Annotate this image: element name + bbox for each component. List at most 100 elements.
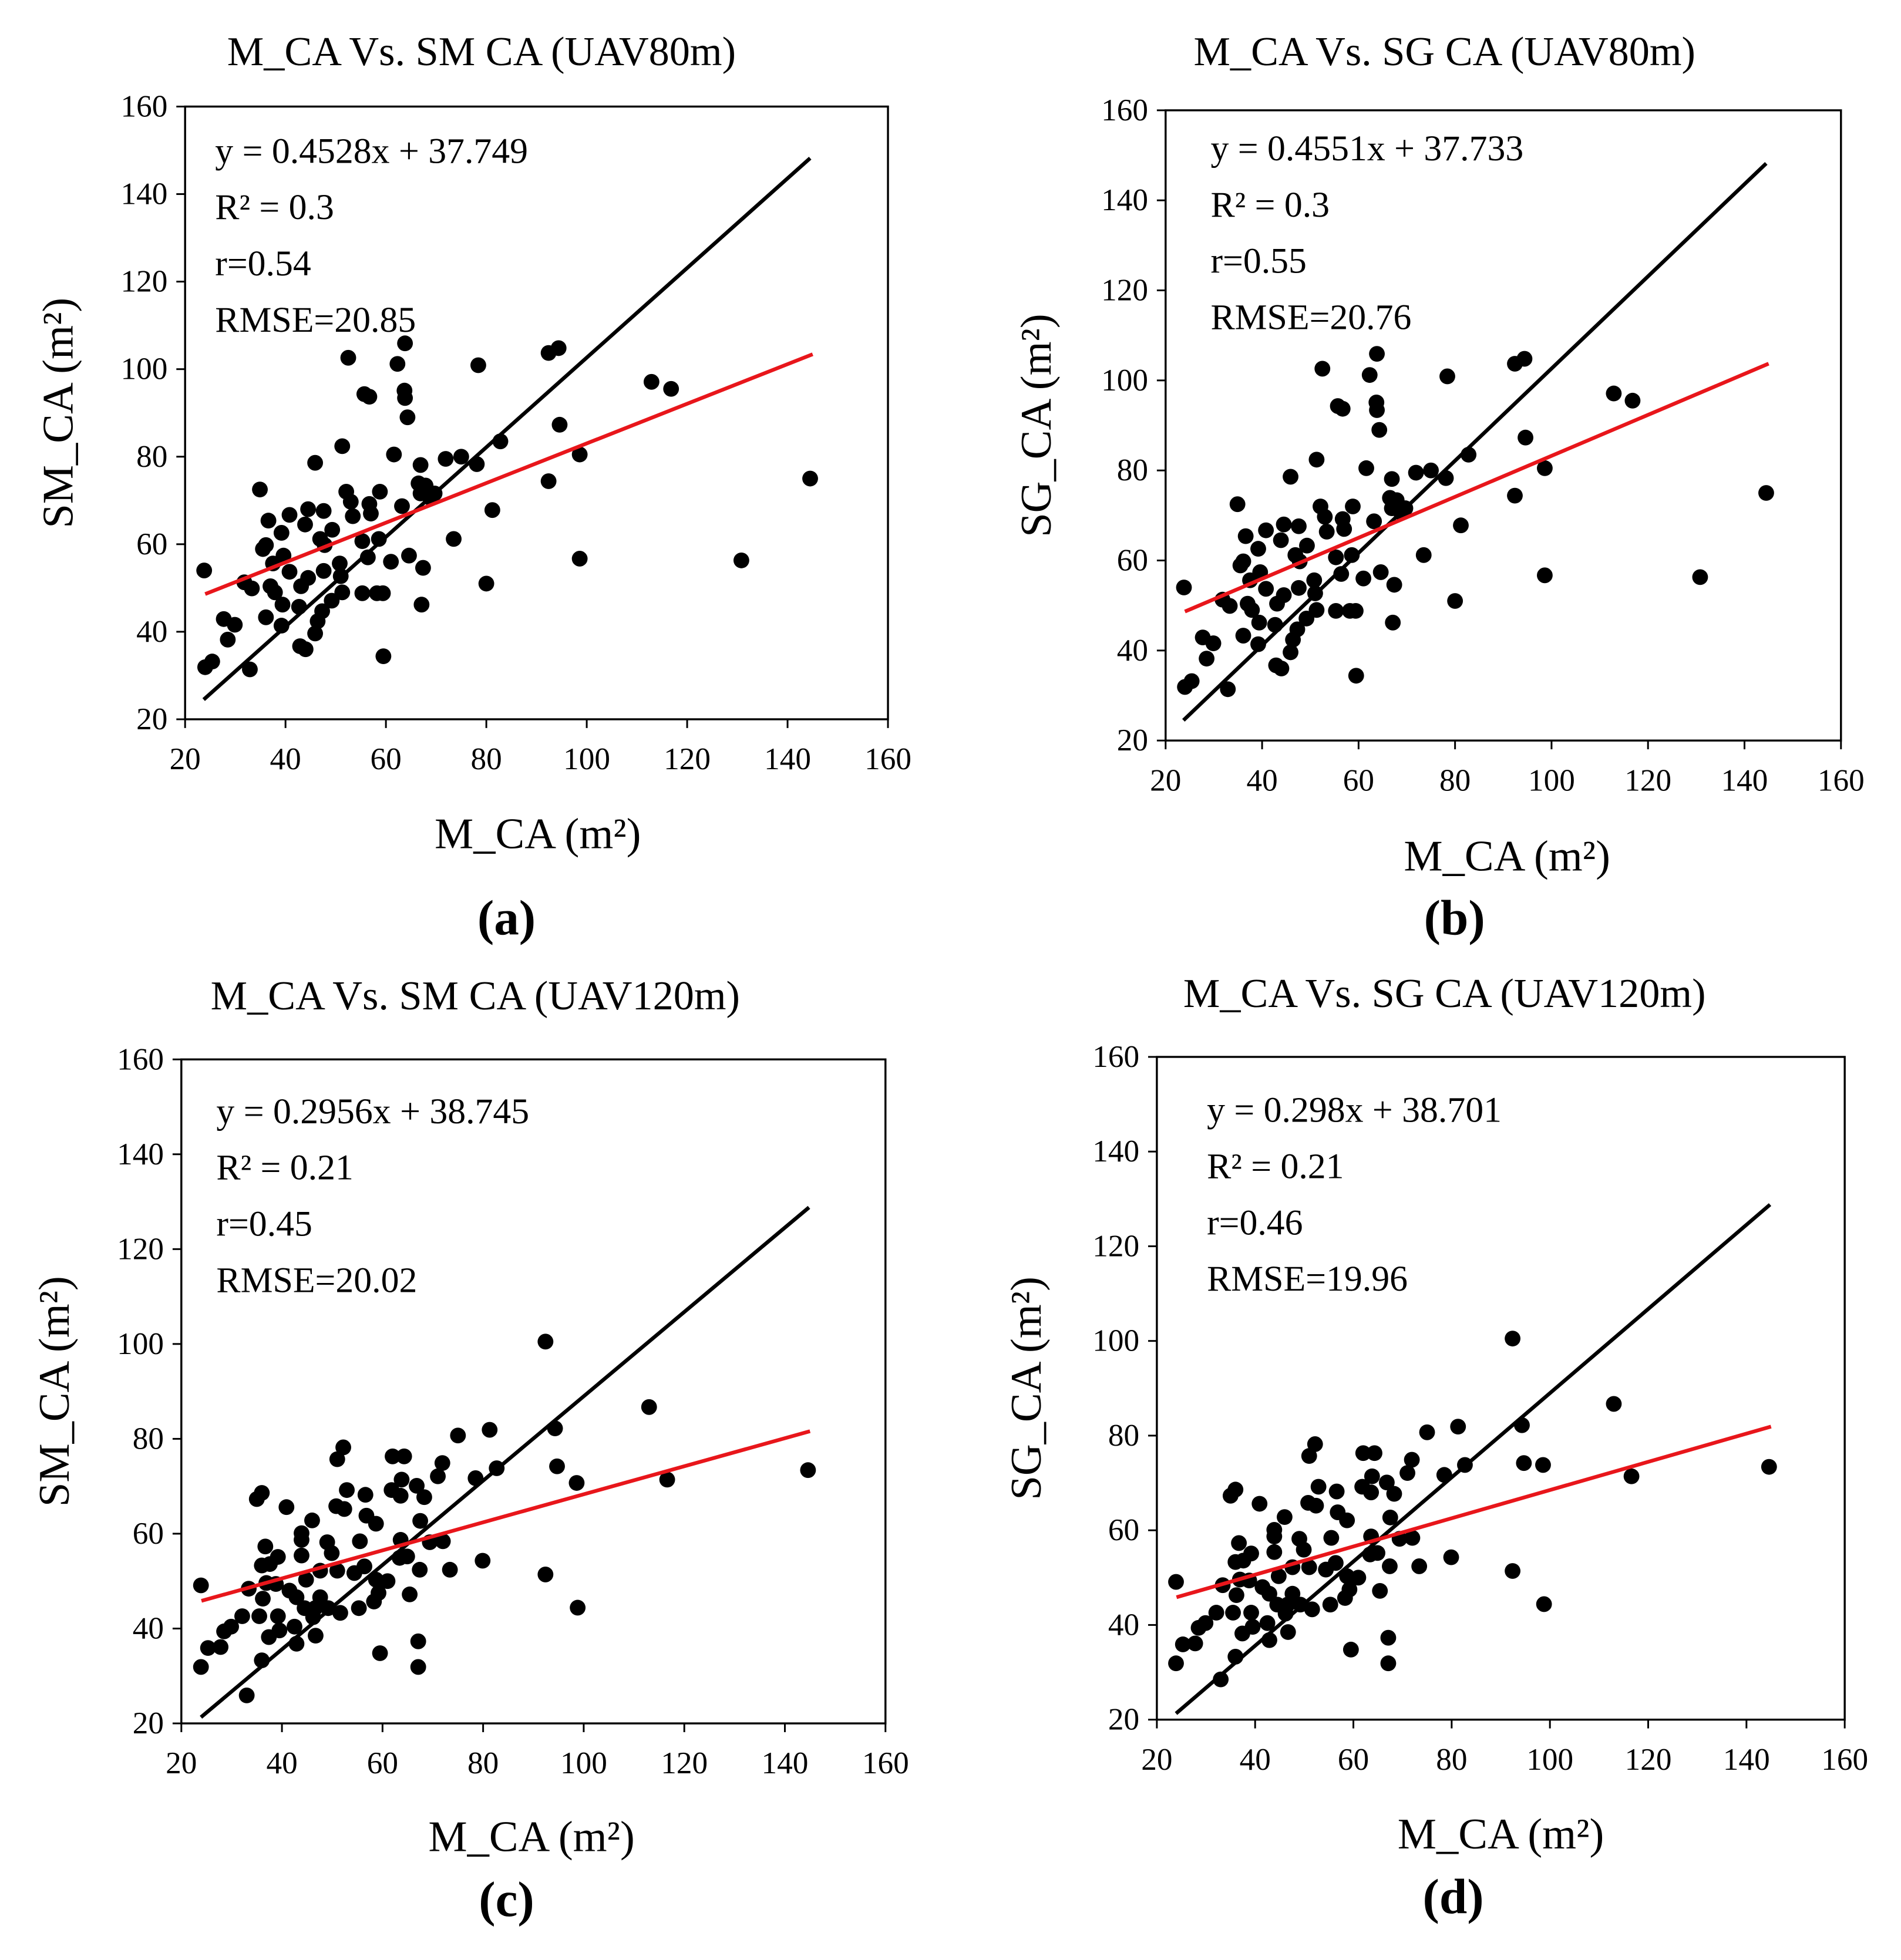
y-tick-label: 80: [1108, 1418, 1139, 1453]
y-axis-label: SM_CA (m²): [31, 1276, 79, 1507]
y-tick-label: 160: [1101, 93, 1148, 127]
data-point: [478, 575, 494, 592]
data-point: [1261, 1585, 1277, 1602]
data-point: [394, 498, 410, 514]
data-point: [1301, 1448, 1317, 1464]
data-point: [641, 1399, 657, 1415]
data-point: [1183, 673, 1200, 689]
y-tick-label: 160: [117, 1042, 164, 1076]
x-tick-label: 120: [664, 742, 711, 776]
data-point: [549, 1458, 565, 1474]
data-point: [1251, 614, 1267, 631]
data-point: [1439, 368, 1455, 385]
data-point: [389, 356, 406, 372]
data-point: [446, 531, 462, 547]
data-point: [1355, 570, 1371, 587]
stats-line: R² = 0.21: [1207, 1147, 1344, 1187]
data-point: [1447, 593, 1463, 609]
y-tick-label: 120: [117, 1231, 164, 1266]
x-tick-label: 100: [1528, 763, 1575, 797]
data-point: [1328, 602, 1344, 619]
data-point: [1323, 1530, 1340, 1546]
x-tick-label: 60: [1338, 1742, 1369, 1777]
data-point: [1220, 681, 1236, 698]
data-point: [412, 1513, 429, 1529]
data-point: [372, 1645, 388, 1661]
stats-line: RMSE=19.96: [1207, 1259, 1408, 1299]
data-point: [315, 503, 332, 519]
data-point: [1318, 524, 1335, 540]
data-point: [314, 603, 330, 619]
data-point: [1384, 471, 1400, 487]
y-tick-label: 120: [1101, 273, 1148, 308]
x-tick-label: 20: [166, 1746, 197, 1780]
data-point: [1404, 1530, 1421, 1546]
x-tick-label: 60: [371, 742, 402, 776]
data-point: [550, 340, 567, 356]
x-tick-label: 80: [467, 1746, 499, 1780]
data-point: [1507, 487, 1523, 504]
data-point: [307, 454, 324, 471]
data-point: [1382, 1509, 1398, 1525]
x-tick-label: 40: [270, 742, 301, 776]
stats-line: R² = 0.3: [215, 187, 334, 227]
data-point: [1606, 385, 1622, 402]
data-point: [402, 1586, 418, 1602]
data-point: [1363, 1484, 1380, 1501]
data-point: [342, 494, 359, 510]
stats-line: R² = 0.3: [1210, 185, 1330, 225]
data-point: [1328, 549, 1344, 565]
stats-line: y = 0.4528x + 37.749: [215, 131, 528, 171]
data-point: [308, 1628, 324, 1644]
data-point: [357, 1487, 374, 1503]
data-point: [1283, 469, 1298, 485]
y-tick-label: 120: [1092, 1228, 1139, 1263]
data-point: [1453, 517, 1469, 534]
data-point: [1308, 1497, 1324, 1514]
data-point: [1231, 1535, 1247, 1551]
data-point: [1308, 602, 1325, 618]
data-point: [1339, 1512, 1355, 1528]
data-point: [1369, 402, 1385, 418]
x-tick-label: 80: [1436, 1742, 1467, 1777]
data-point: [1380, 1629, 1397, 1646]
chart-title: M_CA Vs. SG CA (UAV80m): [1193, 29, 1695, 75]
data-point: [410, 1659, 426, 1675]
data-point: [252, 481, 268, 498]
data-point: [315, 563, 332, 579]
data-point: [1333, 566, 1350, 582]
data-point: [1229, 1587, 1244, 1604]
y-tick-label: 100: [117, 1326, 164, 1361]
data-point: [1168, 1574, 1184, 1590]
stats-line: RMSE=20.85: [215, 300, 416, 340]
data-point: [1518, 429, 1533, 446]
y-tick-label: 160: [1092, 1039, 1139, 1074]
data-point: [361, 389, 378, 405]
data-point: [1386, 577, 1402, 593]
y-tick-label: 20: [136, 702, 167, 736]
data-point: [260, 513, 277, 528]
data-point: [1371, 422, 1388, 438]
y-tick-label: 160: [121, 89, 168, 124]
data-point: [1243, 1605, 1259, 1621]
data-point: [1624, 392, 1641, 409]
y-tick-label: 60: [1117, 543, 1148, 578]
data-point: [663, 380, 679, 397]
data-point: [242, 661, 258, 678]
x-tick-label: 40: [266, 1746, 297, 1780]
data-point: [1235, 628, 1251, 644]
one-to-one-line: [202, 157, 812, 701]
data-point: [251, 1608, 267, 1624]
data-point: [254, 1485, 270, 1501]
data-point: [372, 483, 388, 500]
y-tick-label: 60: [1108, 1513, 1139, 1547]
data-point: [1366, 513, 1382, 530]
data-point: [475, 1552, 491, 1569]
plot-frame: [1165, 109, 1842, 742]
data-point: [1355, 1445, 1371, 1461]
data-point: [1276, 587, 1292, 603]
data-point: [244, 580, 260, 597]
data-point: [802, 470, 818, 487]
data-point: [397, 335, 413, 352]
data-point: [1317, 508, 1333, 525]
